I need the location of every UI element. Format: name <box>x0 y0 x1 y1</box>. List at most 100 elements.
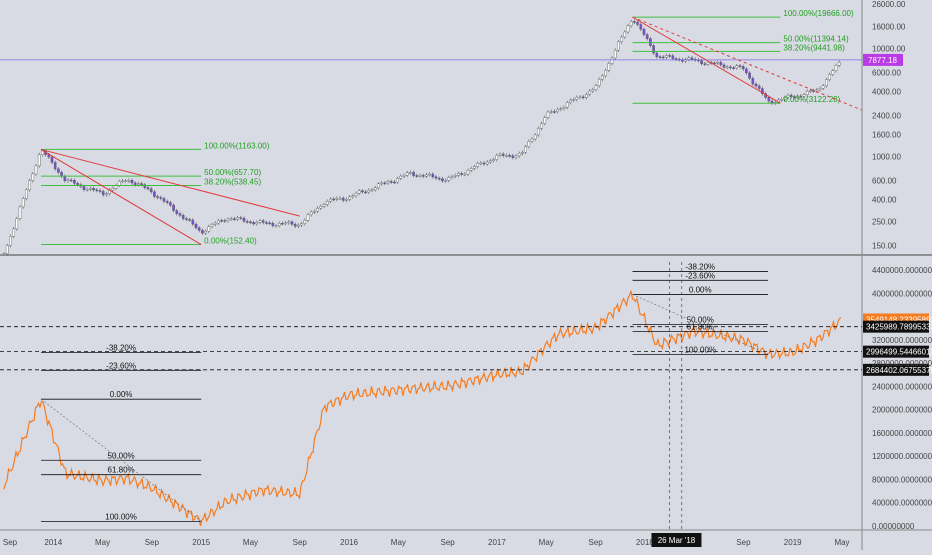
candle-down <box>245 221 249 223</box>
candle-up <box>25 189 28 199</box>
candle-down <box>290 221 294 225</box>
candle-up <box>284 222 287 225</box>
time-axis-tick: May <box>539 538 554 547</box>
index-diagonal <box>632 294 769 355</box>
candle-up <box>447 177 451 181</box>
candle-up <box>597 79 601 86</box>
candle-down <box>661 56 665 59</box>
candle-down <box>412 172 415 176</box>
candle-up <box>5 245 9 254</box>
candle-down <box>754 83 758 87</box>
candle-down <box>636 21 639 25</box>
candle-up <box>357 190 361 194</box>
value-tag <box>863 363 929 376</box>
candle-up <box>313 211 316 213</box>
candle-down <box>220 220 223 222</box>
index-axis-tick: 0.00000000 <box>872 522 915 531</box>
trend-line <box>40 148 300 217</box>
candle-up <box>818 88 822 91</box>
candle-down <box>201 230 204 234</box>
candle-up <box>335 197 339 200</box>
candle-down <box>63 176 67 181</box>
candle-up <box>527 141 531 147</box>
candle-up <box>786 94 790 98</box>
candle-down <box>389 181 393 183</box>
candle-down <box>738 65 742 67</box>
candle-up <box>607 63 611 71</box>
candle-down <box>249 221 252 224</box>
candle-up <box>217 220 220 224</box>
candle-up <box>402 174 406 177</box>
candle-up <box>476 163 479 167</box>
time-axis-tick: Sep <box>3 538 18 547</box>
candle-up <box>505 155 508 157</box>
candle-up <box>569 99 572 103</box>
candle-down <box>460 173 463 175</box>
candle-up <box>530 138 534 142</box>
candle-up <box>489 160 492 163</box>
candle-up <box>207 226 211 232</box>
candle-down <box>581 96 585 99</box>
time-axis-tick: May <box>391 538 406 547</box>
candle-up <box>12 228 15 237</box>
candle-down <box>191 219 195 225</box>
candle-down <box>745 68 748 74</box>
candle-up <box>18 206 22 219</box>
index-level-label: -23.60% <box>685 271 715 280</box>
candle-down <box>239 217 243 219</box>
candle-up <box>111 188 115 191</box>
candle-up <box>540 123 543 129</box>
candle-up <box>396 178 399 183</box>
candle-up <box>533 134 537 140</box>
candle-down <box>482 162 486 165</box>
candle-down <box>748 72 751 79</box>
candle-up <box>837 62 841 66</box>
candle-up <box>370 189 374 192</box>
candle-up <box>780 99 783 101</box>
candle-up <box>591 89 595 92</box>
candle-down <box>165 201 169 203</box>
fib-level-label: 0.00%(3122.28) <box>783 95 840 104</box>
candle-down <box>140 183 143 185</box>
price-axis-tick: 400.00 <box>872 195 897 204</box>
candle-up <box>514 155 518 158</box>
candle-down <box>242 217 246 222</box>
candle-up <box>825 79 828 87</box>
candle-down <box>194 223 198 229</box>
candle-up <box>485 161 489 165</box>
candle-up <box>604 70 607 77</box>
candle-up <box>137 183 140 185</box>
candle-down <box>658 56 662 58</box>
candle-down <box>143 184 147 188</box>
time-axis-tick: Sep <box>588 538 603 547</box>
candle-up <box>66 179 70 182</box>
candle-down <box>729 66 732 69</box>
candle-up <box>617 41 620 51</box>
candle-up <box>89 187 92 190</box>
fib-level-label: 0.00%(152.40) <box>204 237 257 246</box>
candle-up <box>37 154 41 167</box>
candle-up <box>117 181 121 186</box>
candle-up <box>565 102 569 108</box>
time-axis-tick: Sep <box>293 538 308 547</box>
candle-up <box>21 198 25 208</box>
candle-down <box>674 58 678 60</box>
candle-down <box>652 45 655 54</box>
candle-down <box>261 220 265 223</box>
price-axis-tick: 250.00 <box>872 217 897 226</box>
candle-down <box>364 191 367 194</box>
trend-line <box>632 16 781 104</box>
candle-up <box>354 193 358 197</box>
candle-down <box>101 191 105 196</box>
fib-level-label: 50.00%(657.70) <box>204 168 261 177</box>
candle-up <box>498 153 502 156</box>
index-axis-tick: 2800000.00000000 <box>872 359 932 368</box>
index-level-label: 50.00% <box>108 451 135 460</box>
index-level-label: 61.80% <box>108 466 135 475</box>
candle-down <box>162 198 166 202</box>
candle-up <box>828 74 831 80</box>
candle-up <box>124 180 127 183</box>
time-axis-tick: Sep <box>736 538 751 547</box>
